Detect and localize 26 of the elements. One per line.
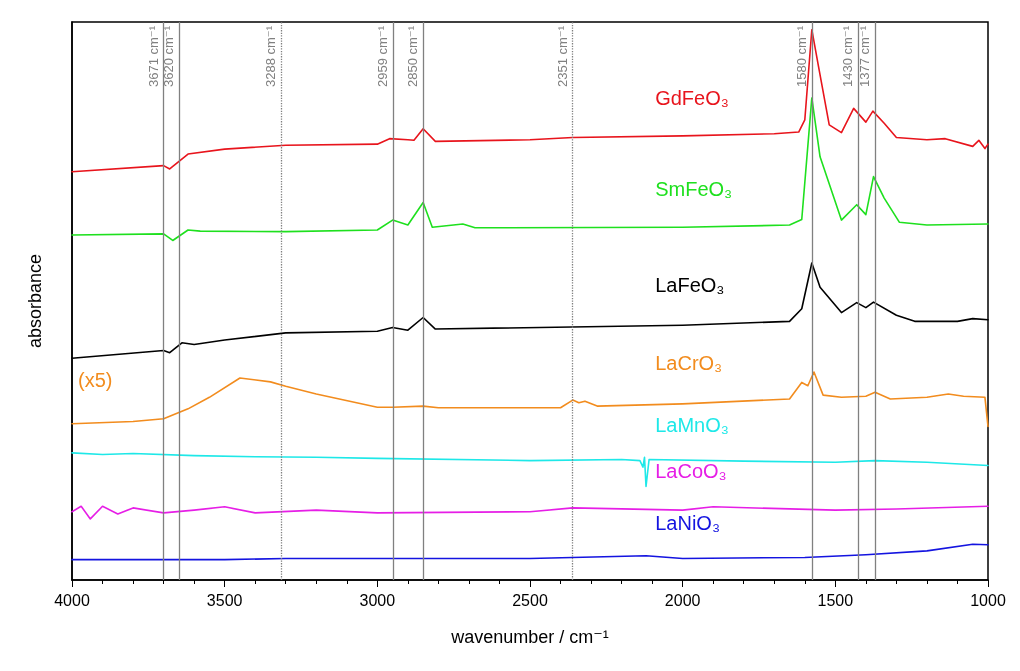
series-label: LaMnO₃: [655, 414, 729, 437]
ref-line-label: 1580 cm⁻¹: [793, 25, 809, 88]
x-tick-label: 2500: [512, 591, 548, 609]
series-label: LaNiO₃: [655, 511, 721, 534]
x-tick-label: 3000: [359, 591, 396, 609]
series-label: LaFeO₃: [655, 274, 725, 297]
ref-line-label: 3620 cm⁻¹: [161, 25, 177, 88]
ref-line-label: 2850 cm⁻¹: [405, 25, 421, 88]
ref-line-label: 2351 cm⁻¹: [554, 25, 570, 88]
ref-line-label: 3671 cm⁻¹: [145, 25, 161, 88]
annotation: (x5): [78, 369, 113, 391]
x-tick-label: 3500: [206, 591, 243, 609]
x-tick-label: 1000: [970, 591, 1006, 609]
series-label: GdFeO₃: [655, 86, 729, 109]
series-label: LaCoO₃: [655, 459, 727, 482]
ref-line-label: 3288 cm⁻¹: [263, 25, 279, 88]
series-label: LaCrO₃: [655, 351, 723, 374]
x-tick-label: 2000: [664, 591, 701, 609]
ref-line-label: 1377 cm⁻¹: [857, 25, 873, 88]
ref-line-label: 1430 cm⁻¹: [840, 25, 856, 88]
ref-line-label: 2959 cm⁻¹: [374, 25, 390, 88]
x-tick-label: 1500: [817, 591, 854, 609]
y-axis-title: absorbance: [25, 253, 45, 349]
x-tick-label: 4000: [54, 591, 90, 609]
x-axis-title: wavenumber / cm⁻¹: [450, 627, 609, 647]
series-label: SmFeO₃: [655, 178, 733, 201]
